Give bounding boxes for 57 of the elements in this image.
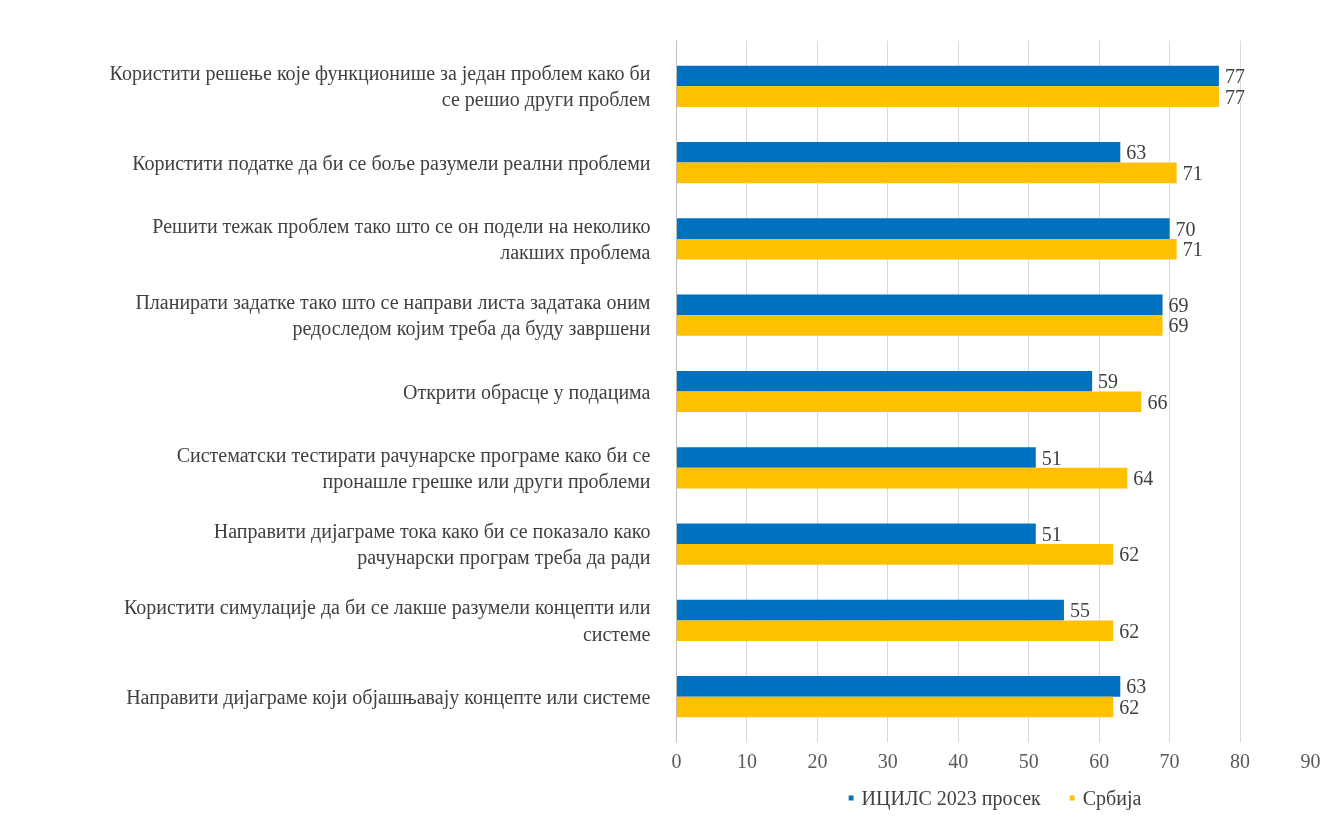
data-label: 69: [1168, 314, 1189, 337]
x-tick-label: 40: [948, 749, 969, 772]
bar: [676, 544, 1114, 565]
bar: [676, 523, 1036, 545]
data-label: 62: [1119, 696, 1140, 719]
data-label: 62: [1119, 543, 1140, 566]
y-tick-label: Направити дијаграме који објашњавају концепте или системе: [126, 685, 651, 709]
bar: [676, 294, 1163, 316]
x-tick-label: 80: [1230, 749, 1251, 772]
x-tick-label: 20: [807, 749, 828, 772]
bar: [676, 696, 1114, 718]
y-tick-label: Направити дијаграме тока како би се показало како рачунарски програм треба да ради: [213, 519, 651, 570]
x-tick-label: 60: [1089, 749, 1110, 772]
data-label: 59: [1098, 370, 1119, 393]
bar: [676, 315, 1163, 336]
y-tick-label: Користити симулације да би се лакше разумели концепти или системе: [124, 596, 651, 645]
bar: [676, 238, 1177, 260]
data-label: 69: [1168, 293, 1189, 316]
bar: [676, 141, 1121, 163]
data-label: 77: [1224, 85, 1245, 108]
legend-label: ИЦИЛС 2023 просек: [861, 786, 1041, 809]
data-label: 70: [1175, 217, 1196, 240]
data-label: 63: [1126, 675, 1147, 698]
y-tick-label: Решити тежак проблем тако што се он подели на неколико лакших проблема: [152, 214, 651, 265]
bar: [676, 391, 1142, 413]
data-label: 64: [1133, 467, 1154, 490]
bar: [676, 599, 1064, 621]
y-tick-label: Систематски тестирати рачунарске програме како би се пронашле грешке или други проблеми: [176, 443, 651, 493]
bar: [676, 467, 1128, 489]
data-label: 71: [1182, 161, 1203, 184]
y-tick-label: Користити решење које функционише за један проблем како би се решио други проблем: [109, 62, 651, 112]
bar: [676, 218, 1170, 239]
bar: [676, 447, 1036, 468]
bar: [676, 620, 1114, 642]
y-tick-label: Планирати задатке тако што се направи листа задатака оним редоследом којим треба да буду завршени: [135, 291, 651, 341]
data-label: 51: [1041, 446, 1062, 469]
data-label: 63: [1126, 141, 1147, 164]
bar: [676, 65, 1219, 87]
x-tick-label: 0: [671, 749, 682, 772]
x-tick-label: 90: [1300, 749, 1321, 772]
y-tick-label: Открити обрасце у подацима: [402, 380, 651, 404]
data-label: 77: [1224, 64, 1245, 87]
y-tick-label: Користити податке да би се боље разумели реални проблеми: [132, 151, 651, 175]
x-tick-label: 70: [1159, 749, 1180, 772]
data-label: 66: [1147, 390, 1168, 413]
bar: [676, 86, 1219, 107]
bar: [676, 370, 1093, 392]
data-label: 55: [1069, 599, 1090, 622]
data-label: 71: [1182, 238, 1203, 261]
bar: [676, 162, 1177, 184]
bar: [676, 676, 1121, 697]
legend-label: Србија: [1082, 786, 1142, 809]
x-tick-label: 30: [877, 749, 898, 772]
x-tick-label: 10: [736, 749, 757, 772]
data-label: 62: [1119, 619, 1140, 642]
x-tick-label: 50: [1018, 749, 1039, 772]
data-label: 51: [1041, 522, 1062, 545]
